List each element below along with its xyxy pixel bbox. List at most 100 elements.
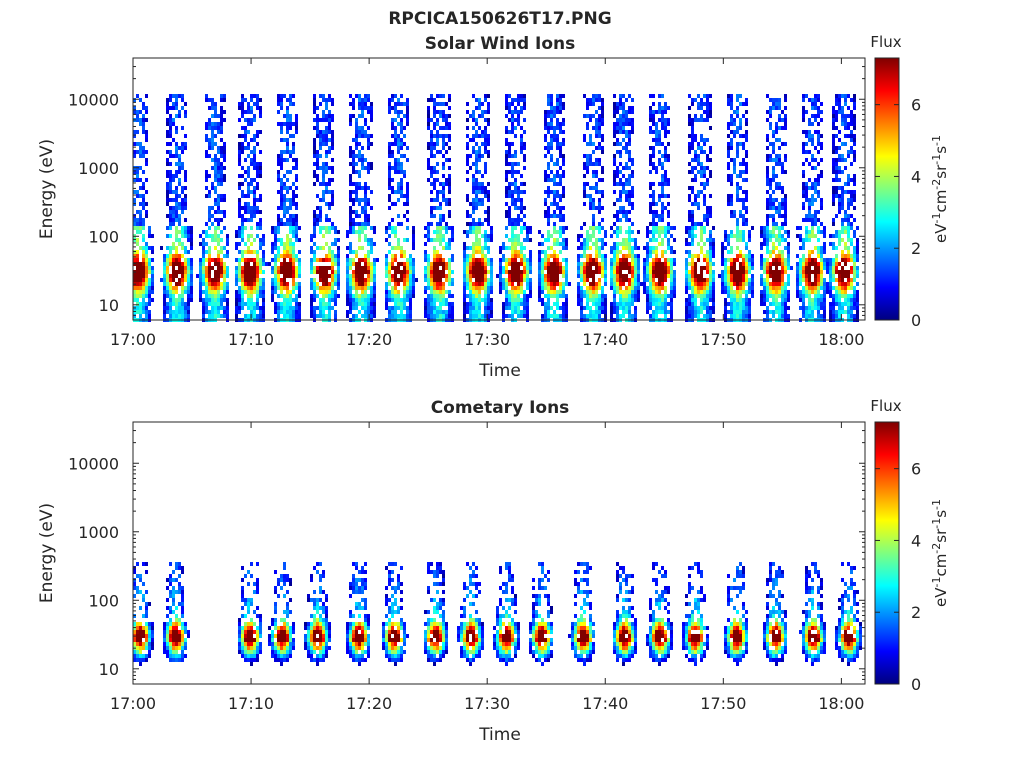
heatmap-cell — [586, 290, 589, 294]
heatmap-cell — [211, 282, 214, 286]
heatmap-cell — [433, 294, 436, 298]
heatmap-cell — [622, 278, 625, 282]
heatmap-cell — [523, 142, 526, 146]
heatmap-cell — [652, 250, 655, 254]
heatmap-cell — [346, 310, 349, 314]
heatmap-cell — [178, 230, 181, 234]
heatmap-cell — [244, 270, 247, 274]
heatmap-cell — [322, 98, 325, 102]
heatmap-cell — [700, 306, 703, 310]
heatmap-cell — [142, 282, 145, 286]
heatmap-cell — [601, 298, 604, 302]
heatmap-cell — [370, 310, 373, 314]
heatmap-cell — [667, 266, 670, 270]
heatmap-cell — [706, 250, 709, 254]
heatmap-cell — [337, 294, 340, 298]
heatmap-cell — [220, 270, 223, 274]
heatmap-cell — [604, 298, 607, 302]
heatmap-cell — [145, 246, 148, 250]
heatmap-cell — [355, 274, 358, 278]
heatmap-cell — [391, 150, 394, 154]
heatmap-cell — [169, 278, 172, 282]
heatmap-cell — [352, 106, 355, 110]
heatmap-cell — [595, 130, 598, 134]
heatmap-cell — [241, 150, 244, 154]
heatmap-cell — [400, 314, 403, 318]
heatmap-cell — [442, 186, 445, 190]
heatmap-cell — [169, 218, 172, 222]
heatmap-cell — [616, 150, 619, 154]
heatmap-cell — [700, 274, 703, 278]
heatmap-cell — [688, 282, 691, 286]
heatmap-cell — [562, 258, 565, 262]
heatmap-cell — [172, 246, 175, 250]
heatmap-cell — [703, 198, 706, 202]
heatmap-cell — [439, 314, 442, 318]
heatmap-cell — [469, 310, 472, 314]
heatmap-cell — [706, 222, 709, 226]
heatmap-cell — [451, 270, 454, 274]
heatmap-cell — [217, 210, 220, 214]
heatmap-cell — [688, 230, 691, 234]
heatmap-cell — [430, 302, 433, 306]
heatmap-cell — [358, 174, 361, 178]
heatmap-cell — [559, 314, 562, 318]
heatmap-cell — [712, 242, 715, 246]
heatmap-cell — [559, 270, 562, 274]
heatmap-cell — [589, 226, 592, 230]
heatmap-cell — [616, 118, 619, 122]
heatmap-cell — [322, 174, 325, 178]
heatmap-cell — [244, 242, 247, 246]
heatmap-cell — [673, 226, 676, 230]
heatmap-cell — [280, 286, 283, 290]
heatmap-cell — [295, 174, 298, 178]
heatmap-cell — [337, 254, 340, 258]
heatmap-cell — [652, 314, 655, 318]
heatmap-cell — [214, 190, 217, 194]
heatmap-cell — [331, 258, 334, 262]
heatmap-cell — [373, 242, 376, 246]
heatmap-cell — [313, 230, 316, 234]
heatmap-cell — [661, 218, 664, 222]
heatmap-cell — [298, 266, 301, 270]
heatmap-cell — [469, 302, 472, 306]
heatmap-cell — [220, 306, 223, 310]
heatmap-cell — [424, 290, 427, 294]
heatmap-cell — [187, 238, 190, 242]
heatmap-cell — [328, 190, 331, 194]
heatmap-cell — [133, 106, 136, 110]
heatmap-cell — [502, 278, 505, 282]
heatmap-cell — [349, 146, 352, 150]
heatmap-cell — [280, 154, 283, 158]
heatmap-cell — [241, 94, 244, 98]
heatmap-cell — [337, 278, 340, 282]
heatmap-cell — [283, 254, 286, 258]
heatmap-cell — [511, 202, 514, 206]
heatmap-cell — [700, 270, 703, 274]
heatmap-cell — [319, 230, 322, 234]
heatmap-cell — [328, 114, 331, 118]
heatmap-cell — [472, 162, 475, 166]
heatmap-cell — [199, 278, 202, 282]
heatmap-cell — [439, 290, 442, 294]
heatmap-cell — [364, 222, 367, 226]
heatmap-cell — [511, 130, 514, 134]
heatmap-cell — [205, 306, 208, 310]
heatmap-cell — [553, 302, 556, 306]
heatmap-cell — [244, 178, 247, 182]
heatmap-cell — [703, 266, 706, 270]
heatmap-cell — [427, 234, 430, 238]
heatmap-cell — [646, 230, 649, 234]
heatmap-cell — [136, 210, 139, 214]
heatmap-cell — [451, 234, 454, 238]
heatmap-cell — [181, 202, 184, 206]
heatmap-cell — [400, 298, 403, 302]
heatmap-cell — [358, 94, 361, 98]
heatmap-cell — [583, 134, 586, 138]
heatmap-cell — [256, 258, 259, 262]
heatmap-cell — [517, 122, 520, 126]
heatmap-cell — [355, 94, 358, 98]
heatmap-cell — [373, 294, 376, 298]
heatmap-cell — [598, 278, 601, 282]
heatmap-cell — [577, 234, 580, 238]
